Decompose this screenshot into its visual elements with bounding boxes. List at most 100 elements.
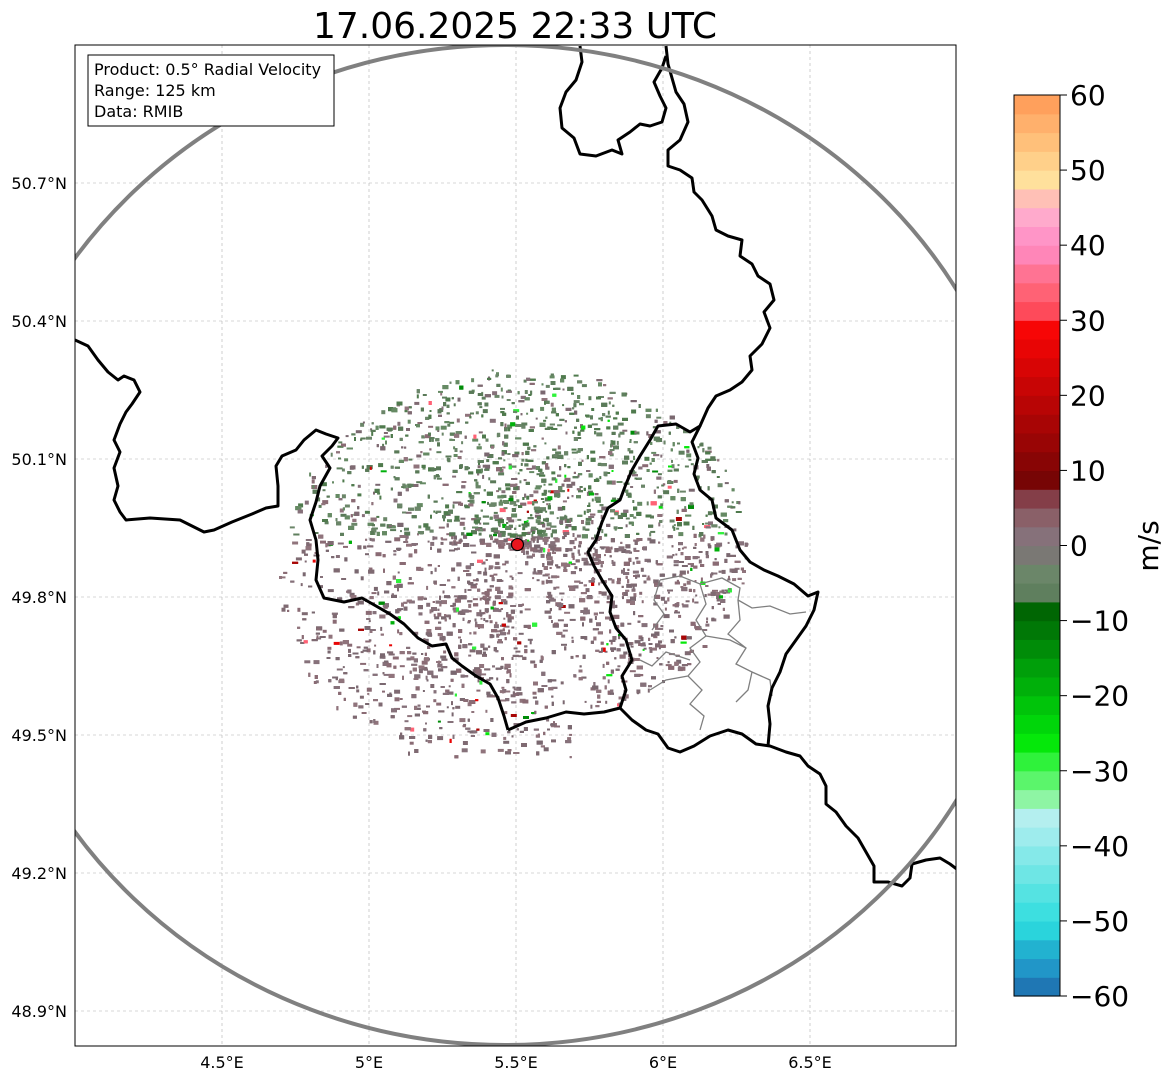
- echo-pixel: [603, 471, 608, 476]
- echo-pixel: [546, 717, 550, 722]
- echo-pixel: [533, 728, 539, 731]
- echo-pixel: [484, 608, 489, 613]
- echo-pixel: [426, 705, 430, 708]
- echo-pixel: [336, 451, 340, 454]
- echo-pixel: [676, 425, 680, 429]
- echo-pixel: [583, 607, 588, 612]
- echo-pixel: [444, 614, 447, 618]
- echo-pixel: [571, 392, 574, 395]
- echo-pixel: [526, 412, 529, 415]
- echo-pixel: [686, 453, 692, 458]
- echo-pixel: [500, 422, 504, 427]
- echo-pixel: [656, 657, 659, 659]
- echo-pixel: [422, 394, 427, 396]
- echo-pixel: [548, 543, 555, 548]
- echo-pixel: [436, 466, 441, 471]
- echo-pixel: [501, 395, 504, 399]
- echo-pixel: [455, 705, 461, 709]
- echo-pixel: [506, 542, 512, 545]
- echo-pixel: [485, 620, 489, 623]
- echo-pixel: [454, 448, 458, 452]
- echo-pixel: [377, 591, 380, 596]
- echo-pixel: [316, 635, 319, 639]
- echo-pixel: [569, 618, 576, 621]
- echo-pixel: [462, 725, 466, 728]
- echo-pixel: [512, 686, 516, 689]
- echo-pixel: [508, 585, 513, 590]
- map-area[interactable]: [0, 45, 1030, 1046]
- echo-pixel: [516, 692, 523, 696]
- echo-pixel: [711, 458, 717, 461]
- echo-pixel: [607, 472, 611, 474]
- echo-pixel: [403, 601, 408, 604]
- echo-pixel: [652, 426, 656, 429]
- echo-pixel: [573, 374, 579, 377]
- echo-pixel: [431, 468, 437, 471]
- echo-pixel: [522, 699, 529, 704]
- echo-pixel: [506, 374, 510, 378]
- echo-pixel: [425, 638, 429, 643]
- echo-pixel: [738, 501, 741, 505]
- echo-pixel: [711, 606, 714, 610]
- echo-pixel: [405, 434, 409, 437]
- echo-pixel: [551, 407, 556, 412]
- echo-pixel: [634, 640, 641, 644]
- echo-pixel: [423, 523, 429, 528]
- echo-pixel: [489, 574, 494, 577]
- echo-pixel: [541, 478, 547, 483]
- echo-pixel: [383, 673, 389, 676]
- echo-pixel: [428, 414, 432, 419]
- echo-pixel: [429, 410, 432, 412]
- echo-pixel: [480, 509, 483, 512]
- echo-pixel: [399, 562, 406, 565]
- echo-pixel: [564, 451, 569, 456]
- echo-pixel: [468, 654, 472, 657]
- echo-pixel: [453, 446, 456, 450]
- echo-pixel: [545, 400, 550, 404]
- echo-pixel: [470, 735, 475, 737]
- echo-pixel: [399, 698, 403, 700]
- echo-pixel: [731, 506, 736, 509]
- echo-pixel: [397, 547, 401, 551]
- echo-pixel: [379, 495, 382, 500]
- echo-pixel: [621, 569, 625, 574]
- echo-pixel: [562, 536, 566, 540]
- echo-pixel: [551, 597, 555, 601]
- echo-pixel: [521, 425, 526, 429]
- echo-pixel: [541, 437, 544, 440]
- echo-pixel: [684, 651, 691, 656]
- echo-pixel: [597, 463, 603, 466]
- echo-pixel: [553, 454, 559, 457]
- echo-pixel: [383, 435, 390, 438]
- echo-pixel: [482, 612, 486, 615]
- echo-pixel: [435, 426, 440, 431]
- echo-pixel: [583, 487, 586, 491]
- echo-pixel: [382, 554, 386, 558]
- echo-pixel: [638, 615, 644, 618]
- echo-pixel: [439, 584, 446, 586]
- echo-pixel: [533, 547, 538, 551]
- echo-pixel: [572, 407, 575, 410]
- echo-pixel: [403, 457, 408, 462]
- echo-pixel: [428, 734, 433, 739]
- echo-pixel: [561, 562, 568, 567]
- echo-pixel: [564, 420, 567, 423]
- echo-pixel: [451, 712, 454, 717]
- echo-pixel: [559, 516, 565, 521]
- echo-pixel: [469, 632, 472, 635]
- echo-pixel: [416, 454, 422, 458]
- echo-pixel: [492, 665, 495, 668]
- echo-pixel: [461, 683, 465, 688]
- echo-pixel: [605, 546, 610, 551]
- echo-pixel: [475, 583, 478, 586]
- echo-pixel: [664, 607, 667, 611]
- echo-pixel: [604, 533, 608, 537]
- echo-pixel: [471, 551, 477, 554]
- echo-pixel: [410, 656, 415, 661]
- echo-pixel: [611, 604, 615, 609]
- echo-pixel: [595, 499, 601, 503]
- echo-pixel: [368, 569, 375, 574]
- echo-pixel: [625, 550, 631, 554]
- echo-pixel: [495, 630, 502, 633]
- echo-pixel: [456, 541, 462, 544]
